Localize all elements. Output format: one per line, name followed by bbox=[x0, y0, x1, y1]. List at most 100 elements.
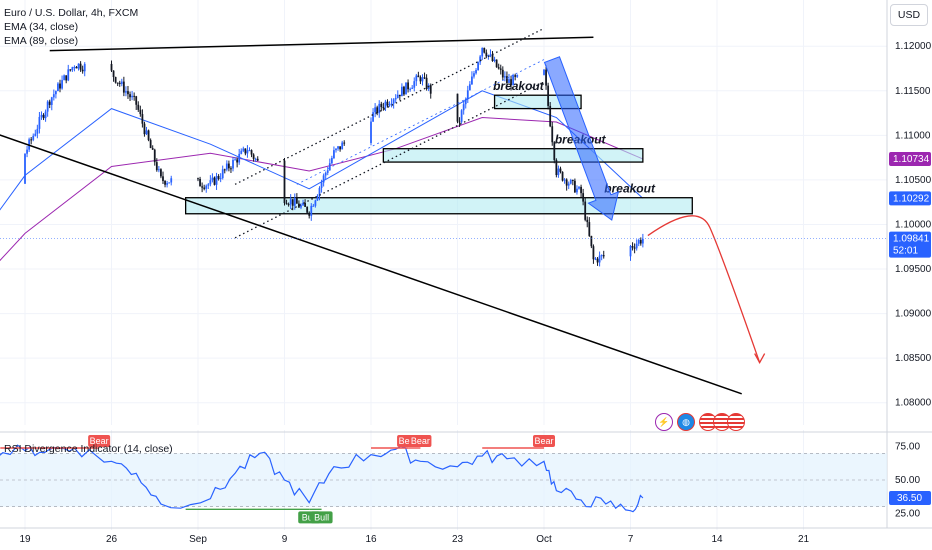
candle-body bbox=[559, 168, 562, 172]
legend-ema89: EMA (89, close) bbox=[4, 35, 79, 47]
candle-body bbox=[223, 169, 226, 171]
candle-body bbox=[137, 104, 140, 110]
candle-body bbox=[287, 204, 290, 206]
candle-body bbox=[400, 86, 403, 97]
price-tag-value: 1.09841 bbox=[893, 234, 930, 245]
candle-body bbox=[300, 205, 302, 208]
candle-body bbox=[248, 150, 251, 152]
candle-body bbox=[203, 187, 206, 189]
bear-badge bbox=[533, 435, 555, 447]
candle-body bbox=[462, 104, 465, 111]
lightning-icon[interactable]: ⚡ bbox=[655, 413, 673, 431]
candle-body bbox=[419, 77, 422, 82]
candle-body bbox=[330, 158, 333, 164]
price-tick-label: 1.10500 bbox=[895, 175, 932, 186]
candle-body bbox=[464, 99, 467, 105]
candle-body bbox=[384, 101, 387, 108]
candle-body bbox=[147, 130, 150, 141]
ema-34-line bbox=[0, 90, 644, 211]
candle-body bbox=[232, 159, 234, 169]
candle-body bbox=[326, 170, 329, 173]
currency-button[interactable]: USD bbox=[890, 4, 928, 26]
price-tag bbox=[889, 231, 931, 258]
candle-body bbox=[545, 69, 547, 86]
candle-body bbox=[61, 80, 63, 89]
candle-body bbox=[164, 180, 166, 185]
candle-body bbox=[320, 182, 323, 188]
projection-curve bbox=[647, 215, 761, 363]
candle-body bbox=[495, 59, 498, 68]
candle-body bbox=[547, 85, 550, 106]
bear-label: Bear bbox=[534, 436, 553, 446]
candle-body bbox=[201, 186, 204, 188]
candle-body bbox=[423, 77, 426, 79]
candle-body bbox=[127, 91, 129, 95]
candle-body bbox=[324, 172, 327, 176]
candle-body bbox=[26, 149, 28, 154]
projection-arrowhead bbox=[754, 353, 766, 364]
candle-body bbox=[316, 195, 319, 201]
candle-body bbox=[131, 95, 133, 98]
candle-body bbox=[641, 238, 644, 244]
candle-body bbox=[493, 59, 496, 62]
candle-body bbox=[240, 150, 243, 154]
candle-body bbox=[65, 75, 68, 81]
price-tick-label: 1.08500 bbox=[895, 353, 932, 364]
rsi-value-label: 36.50 bbox=[897, 493, 922, 504]
candle-body bbox=[77, 63, 80, 69]
candle-body bbox=[516, 74, 519, 77]
candle-body bbox=[36, 128, 39, 134]
candle-body bbox=[69, 69, 72, 71]
candle-body bbox=[24, 153, 26, 184]
price-tick-label: 1.09500 bbox=[895, 264, 932, 275]
candle-body bbox=[555, 159, 558, 176]
candle-body bbox=[501, 69, 504, 78]
candle-body bbox=[135, 96, 138, 105]
rsi-tick-label: 25.00 bbox=[895, 508, 920, 519]
candle-body bbox=[157, 169, 160, 171]
candle-body bbox=[580, 186, 582, 194]
candle-body bbox=[83, 63, 86, 72]
drawings bbox=[0, 27, 887, 395]
candle-body bbox=[425, 77, 428, 90]
candle-body bbox=[596, 258, 599, 263]
rsi-tick-label: 50.00 bbox=[895, 475, 920, 486]
candle-body bbox=[252, 154, 255, 159]
candle-body bbox=[503, 76, 506, 78]
candle-body bbox=[576, 188, 578, 193]
candle-body bbox=[510, 79, 512, 86]
candle-body bbox=[238, 153, 241, 163]
candle-body bbox=[145, 130, 148, 135]
candle-body bbox=[52, 94, 55, 98]
candle-body bbox=[497, 67, 500, 69]
candle-body bbox=[594, 258, 597, 260]
candle-body bbox=[30, 139, 33, 141]
candle-body bbox=[481, 47, 484, 57]
candle-body bbox=[46, 101, 49, 112]
candle-body bbox=[40, 114, 43, 117]
candle-body bbox=[133, 95, 136, 97]
candle-body bbox=[122, 81, 125, 93]
candle-body bbox=[629, 246, 632, 257]
globe-icon[interactable]: ◍ bbox=[677, 413, 695, 431]
axes: 1.12000 1.11500 1.11000 1.10500 1.10000 1.095… bbox=[19, 41, 931, 545]
candle-body bbox=[571, 179, 574, 181]
candle-body bbox=[588, 222, 591, 236]
candle-body bbox=[398, 94, 401, 97]
time-tick-label: 21 bbox=[798, 534, 810, 545]
candle-body bbox=[120, 81, 123, 84]
candle-body bbox=[549, 105, 552, 127]
legend-title: Euro / U.S. Dollar, 4h, FXCM bbox=[4, 7, 139, 19]
candle-body bbox=[567, 183, 570, 186]
us-flag-icon[interactable] bbox=[727, 413, 745, 431]
candle-body bbox=[335, 148, 337, 151]
candle-body bbox=[370, 121, 372, 143]
candle-body bbox=[506, 76, 508, 83]
candle-body bbox=[491, 54, 494, 62]
candle-body bbox=[293, 197, 296, 206]
price-tick-label: 1.09000 bbox=[895, 309, 932, 320]
candle-body bbox=[586, 219, 589, 223]
candlesticks[interactable] bbox=[0, 47, 644, 267]
candle-body bbox=[306, 206, 309, 213]
